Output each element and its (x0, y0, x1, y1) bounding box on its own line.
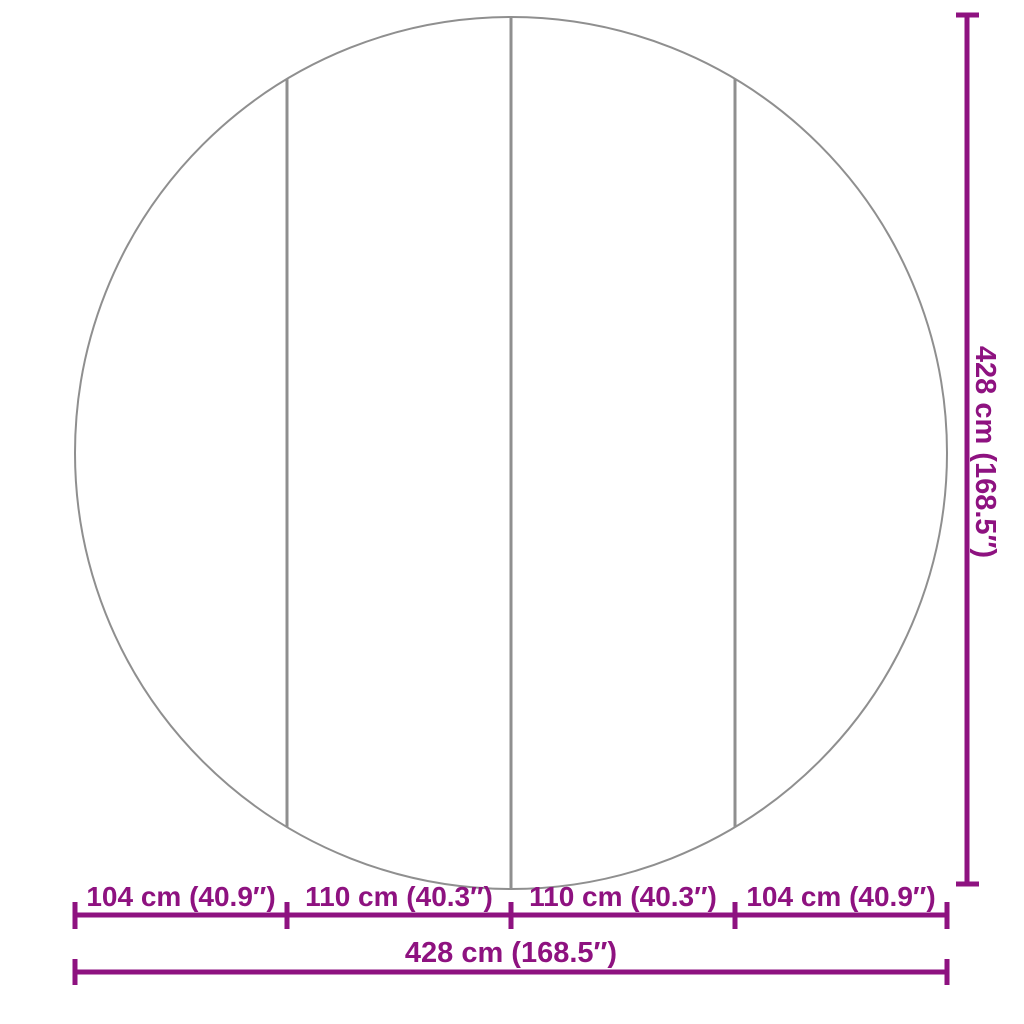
segment-width-dimension: 104 cm (40.9″) 110 cm (40.3″) 110 cm (40… (72, 881, 950, 929)
segment-width-label-1: 104 cm (40.9″) (86, 881, 275, 912)
segment-width-label-4: 104 cm (40.9″) (746, 881, 935, 912)
total-height-dimension: 428 cm (168.5″) (956, 12, 1001, 887)
total-height-label: 428 cm (168.5″) (969, 346, 1001, 558)
segment-width-label-3: 110 cm (40.3″) (529, 881, 717, 912)
round-product-outline (74, 16, 948, 890)
total-width-label: 428 cm (168.5″) (405, 937, 617, 969)
segment-width-label-2: 110 cm (40.3″) (305, 881, 493, 912)
total-width-dimension: 428 cm (168.5″) (72, 937, 950, 985)
